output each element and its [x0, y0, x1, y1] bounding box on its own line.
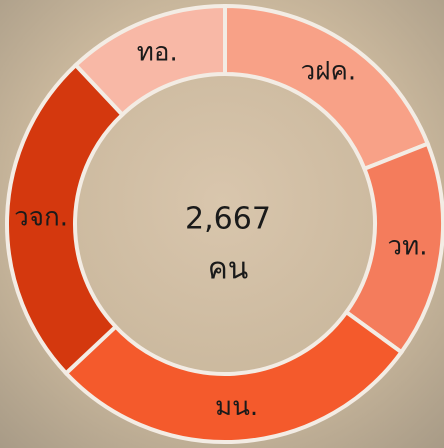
segment-label: วฝค. [301, 56, 357, 86]
center-value: 2,667 [185, 202, 271, 237]
segment-label: วจก. [14, 203, 68, 233]
segment-label: วท. [388, 232, 428, 262]
segment-label: มน. [215, 392, 258, 422]
center-unit: คน [208, 252, 249, 287]
segment-label: ทอ. [137, 37, 178, 67]
page: {"chart_data": {"type": "donut", "catego… [0, 0, 444, 448]
chart: วฝค. วท. มน. วจก. ทอ. 2,667 คน [0, 0, 444, 448]
